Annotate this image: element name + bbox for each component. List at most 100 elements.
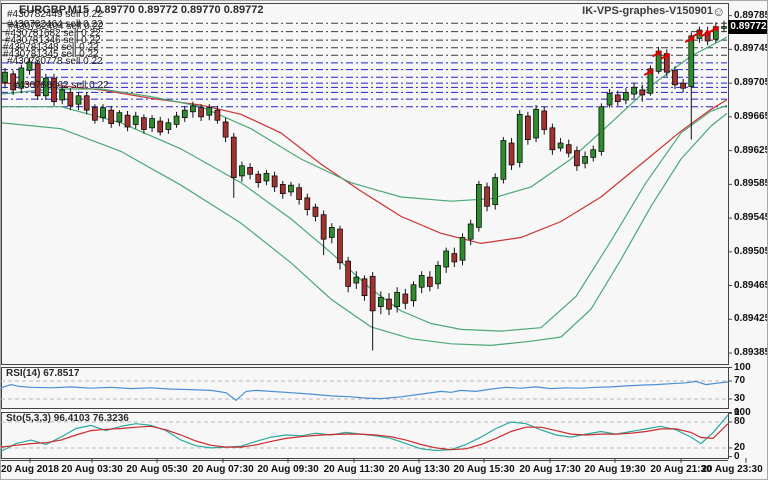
candle-bull bbox=[181, 109, 188, 119]
sell-arrow-icon bbox=[652, 50, 663, 58]
ohlc-values: 0.89770 0.89772 0.89770 0.89772 bbox=[95, 4, 264, 16]
candle-bull bbox=[239, 165, 245, 177]
sto-scale-label: 80 bbox=[734, 416, 746, 427]
candle-bear bbox=[141, 117, 147, 130]
sell-arrow-icon bbox=[643, 69, 655, 76]
price-axis-label: 0.89745 bbox=[734, 43, 768, 54]
candle-bear bbox=[312, 206, 319, 217]
candle-bear bbox=[525, 115, 531, 140]
candle-bear bbox=[345, 260, 351, 287]
sto-indicator-label: Sto(5,3,3) 96.4103 76.3236 bbox=[6, 413, 129, 424]
candle-bull bbox=[18, 67, 25, 89]
candle-bear bbox=[108, 109, 115, 124]
sell-arrow-icon bbox=[684, 36, 695, 43]
candle-bear bbox=[198, 107, 204, 118]
rsi-scale-label: 0 bbox=[734, 407, 740, 418]
candle-bear bbox=[680, 82, 686, 89]
candle-bear bbox=[92, 107, 98, 121]
candle-bull bbox=[467, 223, 474, 240]
candle-bull bbox=[100, 107, 106, 119]
sell-arrow-icon bbox=[701, 30, 712, 38]
candle-bear bbox=[320, 214, 327, 240]
candle-bull bbox=[190, 105, 196, 113]
candle-bear bbox=[639, 89, 646, 96]
price-axis-label: 0.89465 bbox=[734, 280, 768, 291]
candle-bull bbox=[59, 89, 66, 101]
candle-bear bbox=[230, 136, 237, 178]
smiley-icon: ☺ bbox=[712, 4, 726, 19]
candle-bull bbox=[533, 108, 539, 139]
candle-bull bbox=[476, 183, 482, 228]
candle-bear bbox=[124, 114, 131, 128]
candle-bear bbox=[255, 173, 262, 184]
candle-bear bbox=[574, 150, 580, 167]
bb-upper-line bbox=[2, 36, 727, 202]
symbol-period-label: EURGBP,M15 bbox=[19, 4, 90, 16]
ma-red-line bbox=[2, 82, 727, 245]
candle-bear bbox=[337, 228, 343, 264]
sto-scale-label: 100 bbox=[734, 407, 751, 418]
candle-bear bbox=[271, 175, 278, 188]
price-axis-label: 0.89545 bbox=[734, 212, 768, 223]
price-axis-label: 0.89705 bbox=[734, 77, 768, 88]
order-ticket-label: #430781682 sell 0.22 bbox=[5, 28, 101, 39]
candle-bear bbox=[304, 197, 311, 210]
candle-bear bbox=[402, 293, 409, 304]
candle-bull bbox=[631, 86, 637, 95]
candle-bear bbox=[369, 275, 376, 312]
candle-bull bbox=[26, 61, 33, 71]
price-axis-label: 0.89585 bbox=[734, 178, 768, 189]
price-axis-label: 0.89385 bbox=[734, 347, 768, 358]
candle-bear bbox=[51, 77, 57, 103]
time-axis-label: 20 Aug 15:30 bbox=[453, 464, 515, 475]
order-ticket-label: #430781346 sell 0.22 bbox=[5, 35, 101, 46]
candle-bull bbox=[206, 107, 213, 116]
chart-title: EURGBP,M15 0.89770 0.89772 0.89770 0.897… bbox=[19, 4, 264, 16]
candle-bull bbox=[410, 284, 417, 302]
main-chart-plot bbox=[2, 20, 727, 351]
candle-bear bbox=[157, 120, 164, 133]
time-axis-label: 20 Aug 21:30 bbox=[650, 464, 712, 475]
candle-bull bbox=[557, 142, 564, 149]
price-axis-label: 0.89425 bbox=[734, 313, 768, 324]
candle-bear bbox=[451, 253, 458, 263]
candle-bull bbox=[75, 95, 82, 105]
sto-scale-label: 20 bbox=[734, 442, 746, 453]
candle-bear bbox=[296, 187, 302, 200]
sell-arrow-icon bbox=[692, 30, 704, 38]
candle-bear bbox=[549, 127, 556, 151]
time-axis-label: 20 Aug 07:30 bbox=[192, 464, 254, 475]
candle-bull bbox=[149, 118, 155, 129]
order-ticket-label: #430781348 sell 0.22 bbox=[3, 42, 99, 53]
candle-bull bbox=[173, 115, 180, 125]
time-axis-label: 20 Aug 11:30 bbox=[323, 464, 385, 475]
candle-bear bbox=[34, 63, 41, 97]
sell-arrow-icon bbox=[709, 26, 720, 33]
candle-bull bbox=[443, 250, 450, 268]
candle-bear bbox=[10, 73, 17, 91]
main-panel-border bbox=[1, 3, 729, 365]
order-ticket-label: #430780662 sell 0.22 bbox=[13, 80, 109, 91]
sto-scale-label: 0 bbox=[734, 451, 740, 462]
candle-bull bbox=[623, 92, 629, 101]
watermark-label: IK-VPS-graphes-V150901 bbox=[582, 5, 713, 17]
rsi-indicator-label: RSI(14) 67.8517 bbox=[6, 368, 80, 379]
candle-bear bbox=[565, 144, 572, 154]
candle-bear bbox=[484, 186, 490, 207]
candle-bull bbox=[394, 291, 401, 307]
time-axis-label: 20 Aug 23:30 bbox=[701, 464, 763, 475]
order-ticket-label: #430780778 sell 0.22 bbox=[7, 56, 103, 67]
candle-bull bbox=[721, 26, 727, 29]
order-ticket-label: #430781345 sell 0.22 bbox=[3, 49, 99, 60]
candle-bull bbox=[688, 35, 695, 87]
candle-bull bbox=[353, 276, 360, 284]
rsi-scale-label: 70 bbox=[734, 375, 746, 386]
candle-bear bbox=[541, 110, 548, 130]
candle-bull bbox=[116, 112, 123, 123]
candle-bull bbox=[459, 237, 466, 261]
candle-bull bbox=[606, 92, 613, 106]
candle-bear bbox=[426, 276, 433, 287]
candle-bear bbox=[386, 298, 392, 310]
